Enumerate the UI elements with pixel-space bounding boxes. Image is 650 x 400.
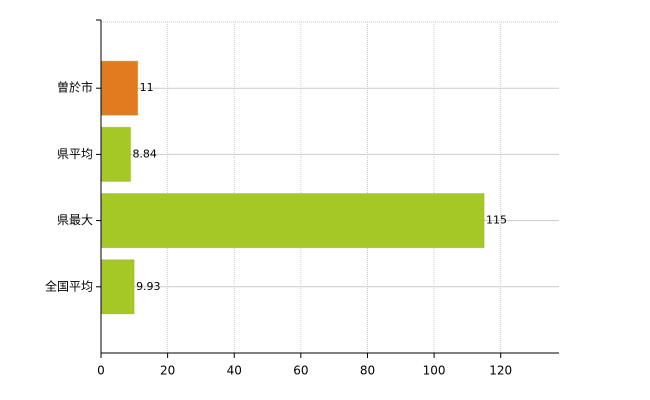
bar	[100, 126, 131, 182]
value-label: 11	[140, 81, 154, 94]
y-tick-label: 曽於市	[57, 80, 93, 95]
value-label: 115	[486, 214, 507, 227]
y-tick-label: 県平均	[57, 147, 93, 161]
bar	[100, 259, 135, 315]
bar	[100, 193, 485, 249]
x-tick-label: 60	[293, 364, 308, 378]
x-tick-label: 20	[160, 364, 175, 378]
y-tick-label: 県最大	[57, 213, 93, 227]
x-tick-label: 120	[489, 364, 512, 378]
x-tick-label: 0	[97, 364, 105, 378]
bar	[100, 60, 139, 116]
x-tick-label: 100	[423, 364, 446, 378]
value-label: 9.93	[136, 280, 161, 293]
x-tick-label: 40	[227, 364, 242, 378]
y-tick-label: 全国平均	[45, 278, 93, 293]
x-tick-label: 80	[360, 364, 375, 378]
value-label: 8.84	[132, 147, 157, 160]
